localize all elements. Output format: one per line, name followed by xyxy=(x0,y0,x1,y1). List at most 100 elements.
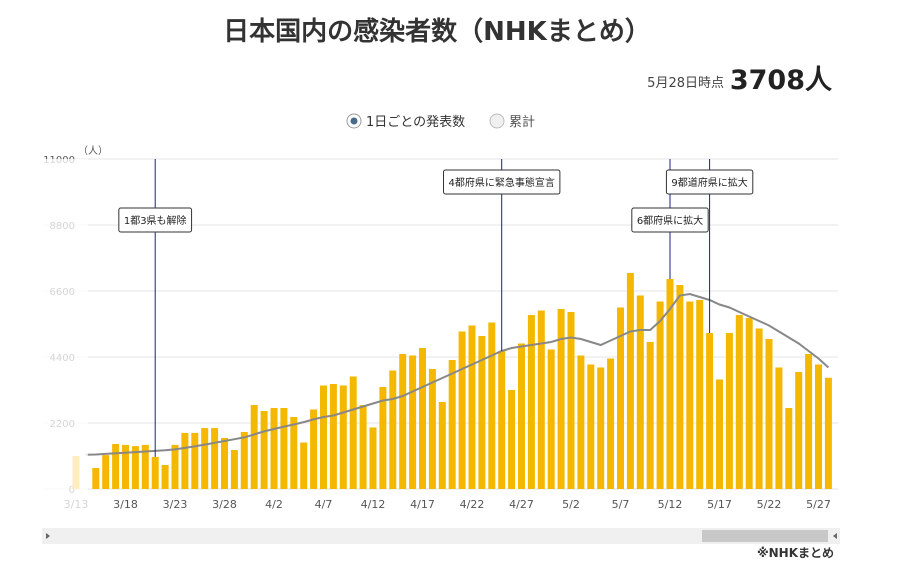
bar xyxy=(270,408,278,489)
bar xyxy=(785,408,793,489)
bar xyxy=(409,355,417,489)
bar xyxy=(607,358,615,489)
bar xyxy=(636,295,644,489)
annotation-box xyxy=(118,207,193,233)
bar xyxy=(349,376,357,489)
bar xyxy=(458,331,466,489)
bar xyxy=(151,456,159,489)
bar xyxy=(686,301,694,489)
bar xyxy=(230,450,238,489)
bar xyxy=(666,279,674,489)
x-tick-label: 4/2 xyxy=(265,498,283,511)
scroll-thumb[interactable] xyxy=(702,530,828,542)
bar xyxy=(161,465,169,489)
annotation-box xyxy=(665,169,754,195)
radio[interactable] xyxy=(489,113,505,129)
x-tick-label: 4/17 xyxy=(410,498,435,511)
scrollbar[interactable] xyxy=(42,528,840,544)
bar xyxy=(488,322,496,489)
annotation-label: 4都府県に緊急事態宣言 xyxy=(449,176,555,189)
bar xyxy=(389,370,397,489)
fade xyxy=(40,159,88,514)
bar xyxy=(617,307,624,489)
x-tick-label: 5/12 xyxy=(658,498,683,511)
x-tick-label: 3/18 xyxy=(113,498,138,511)
bar xyxy=(815,364,822,489)
bar xyxy=(824,377,832,489)
bar xyxy=(221,438,228,489)
bar xyxy=(428,369,436,489)
bar xyxy=(448,360,456,489)
bar xyxy=(320,385,327,489)
annotation-box xyxy=(443,169,561,195)
bar xyxy=(399,354,407,489)
bar xyxy=(171,444,179,489)
bar xyxy=(131,446,139,489)
y-unit: （人） xyxy=(78,145,108,157)
bar xyxy=(201,428,209,489)
bar xyxy=(112,444,120,489)
headline: 3708人 xyxy=(730,65,832,96)
x-tick-label: 5/2 xyxy=(562,498,580,511)
bar xyxy=(102,455,110,489)
bar xyxy=(508,390,516,489)
radio-dot xyxy=(350,117,358,125)
bar xyxy=(676,285,684,489)
bar xyxy=(438,402,446,489)
bar xyxy=(805,354,813,489)
x-tick-label: 5/7 xyxy=(612,498,630,511)
bar xyxy=(339,385,347,489)
bar xyxy=(498,351,506,489)
x-tick-label: 5/27 xyxy=(806,498,831,511)
annotation-label: 6都府県に拡大 xyxy=(637,214,703,227)
bar xyxy=(419,348,426,489)
x-tick-label: 4/7 xyxy=(315,498,333,511)
option[interactable]: 累計 xyxy=(509,114,535,130)
bar xyxy=(795,372,803,489)
bar xyxy=(478,336,486,489)
bar xyxy=(626,273,634,489)
bar xyxy=(765,339,773,489)
bar xyxy=(240,432,248,489)
bar xyxy=(369,427,377,489)
bar xyxy=(250,405,258,489)
bar xyxy=(191,432,199,489)
bar xyxy=(359,405,367,489)
annotation-label: 9都道府県に拡大 xyxy=(671,176,747,189)
bar xyxy=(567,312,575,489)
bar xyxy=(468,325,476,489)
bar xyxy=(290,417,298,489)
bar xyxy=(577,355,585,489)
bar xyxy=(587,364,595,489)
bar xyxy=(379,387,387,489)
bar xyxy=(141,444,149,489)
bar xyxy=(597,367,605,489)
bar xyxy=(755,328,763,489)
bar xyxy=(745,318,753,489)
bar xyxy=(527,315,535,489)
bar xyxy=(537,310,545,489)
bar xyxy=(547,349,555,489)
x-tick-label: 4/12 xyxy=(361,498,386,511)
x-tick-label: 5/17 xyxy=(707,498,732,511)
bar xyxy=(518,343,525,489)
x-tick-label: 5/22 xyxy=(757,498,782,511)
bar xyxy=(557,309,565,489)
bar xyxy=(656,301,664,489)
option[interactable]: 1日ごとの発表数 xyxy=(366,114,465,130)
bar xyxy=(310,409,318,489)
bar xyxy=(646,342,654,489)
x-tick-label: 4/27 xyxy=(509,498,534,511)
annotation-box xyxy=(631,207,709,233)
x-tick-label: 3/23 xyxy=(163,498,188,511)
average-line xyxy=(85,292,830,456)
bar xyxy=(716,379,723,489)
bar xyxy=(696,300,704,489)
bar xyxy=(181,432,189,489)
bar xyxy=(725,333,733,489)
source: ※NHKまとめ xyxy=(757,546,834,560)
bar xyxy=(300,442,308,489)
bar xyxy=(260,411,268,489)
annotation-label: 1都3県も解除 xyxy=(124,214,187,227)
